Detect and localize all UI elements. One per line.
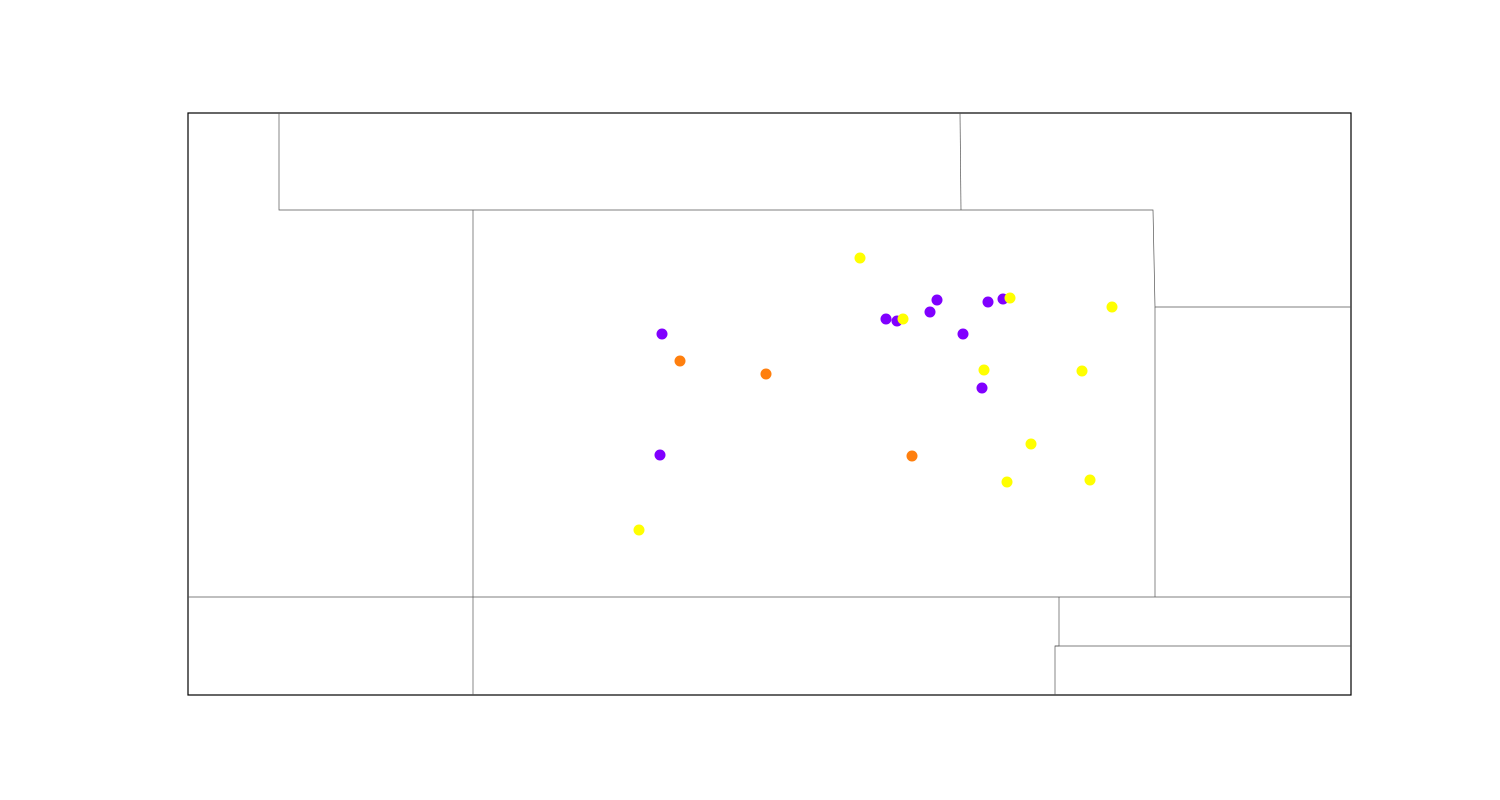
map-marker-purple[interactable] (654, 449, 666, 461)
map-marker-yellow[interactable] (1025, 438, 1037, 450)
map-marker-yellow[interactable] (1106, 301, 1118, 313)
map-frame (187, 112, 1352, 696)
map-marker-yellow[interactable] (1084, 474, 1096, 486)
map-marker-orange[interactable] (906, 450, 918, 462)
map-marker-yellow[interactable] (1076, 365, 1088, 377)
map-marker-yellow[interactable] (854, 252, 866, 264)
map-marker-yellow[interactable] (633, 524, 645, 536)
map-marker-purple[interactable] (656, 328, 668, 340)
map-marker-yellow[interactable] (978, 364, 990, 376)
map-marker-yellow[interactable] (1004, 292, 1016, 304)
map-marker-purple[interactable] (982, 296, 994, 308)
map-marker-orange[interactable] (760, 368, 772, 380)
region-boundaries (188, 112, 1351, 695)
boundary-north-west (278, 113, 473, 211)
map-marker-yellow[interactable] (897, 313, 909, 325)
map-marker-purple[interactable] (976, 382, 988, 394)
map-marker-purple[interactable] (931, 294, 943, 306)
map-markers (633, 252, 1118, 536)
map-marker-purple[interactable] (924, 306, 936, 318)
map-marker-yellow[interactable] (1001, 476, 1013, 488)
boundary-central-north (473, 209, 1351, 308)
map-marker-orange[interactable] (674, 355, 686, 367)
map-marker-purple[interactable] (957, 328, 969, 340)
boundary-north-divider (959, 112, 962, 211)
map-marker-purple[interactable] (880, 313, 892, 325)
